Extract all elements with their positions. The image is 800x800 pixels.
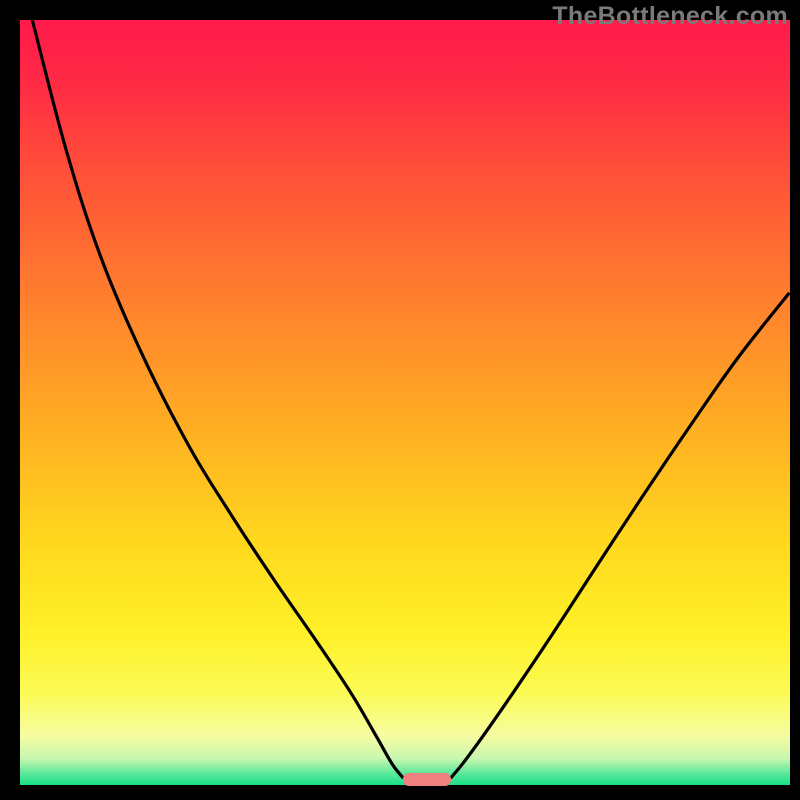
chart-container: TheBottleneck.com (0, 0, 800, 800)
watermark-text: TheBottleneck.com (552, 2, 788, 31)
bottleneck-curve (20, 20, 790, 785)
curve-right-branch (451, 294, 788, 777)
curve-left-branch (32, 20, 402, 777)
bottleneck-marker (403, 773, 452, 786)
